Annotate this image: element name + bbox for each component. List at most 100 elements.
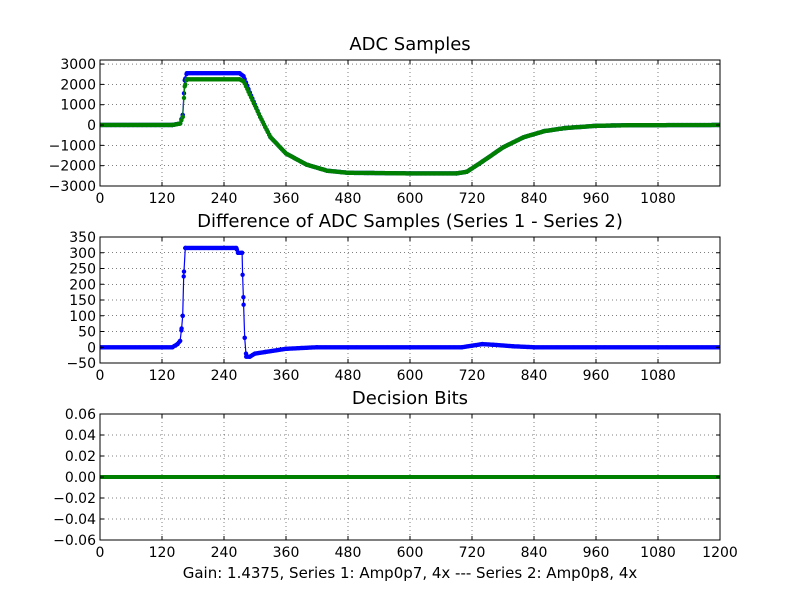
y-tick-label: 300 bbox=[69, 246, 96, 262]
data-point bbox=[247, 354, 252, 359]
y-tick-label: 0 bbox=[87, 340, 96, 356]
y-tick-label: 50 bbox=[78, 325, 96, 341]
data-point bbox=[521, 135, 526, 140]
data-point bbox=[464, 169, 469, 174]
x-tick-label: 120 bbox=[149, 545, 176, 561]
data-point bbox=[247, 92, 252, 97]
data-point bbox=[177, 121, 183, 126]
data-point bbox=[258, 114, 263, 120]
data-point bbox=[179, 118, 184, 123]
data-point bbox=[183, 245, 188, 251]
y-tick-label: 1000 bbox=[60, 98, 96, 114]
data-point bbox=[241, 74, 246, 79]
y-tick-label: −3000 bbox=[49, 179, 96, 195]
x-tick-label: 600 bbox=[397, 368, 424, 384]
x-tick-label: 1080 bbox=[640, 545, 676, 561]
x-tick-label: 240 bbox=[211, 545, 238, 561]
data-point bbox=[170, 345, 175, 350]
chart-3: Decision Bits 0 120 240 360 480 600 720 840 960 10… bbox=[53, 388, 738, 561]
y-tick-label: 0.04 bbox=[65, 428, 96, 444]
data-point bbox=[181, 95, 187, 101]
x-tick-label: 360 bbox=[273, 191, 300, 207]
data-point bbox=[239, 250, 245, 255]
data-point bbox=[511, 344, 516, 349]
figure-caption: Gain: 1.4375, Series 1: Amp0p7, 4x --- S… bbox=[183, 564, 638, 582]
y-tick-label: −0.04 bbox=[53, 512, 96, 528]
data-point bbox=[241, 295, 246, 300]
x-tick-label: 360 bbox=[273, 368, 300, 384]
x-tick-label: 720 bbox=[459, 545, 486, 561]
data-point bbox=[454, 171, 459, 176]
y-tick-label: −2000 bbox=[49, 159, 96, 175]
x-tick-label: 1080 bbox=[640, 191, 676, 207]
data-point bbox=[180, 313, 185, 318]
x-tick-label: 600 bbox=[397, 191, 424, 207]
x-tick-label: 1200 bbox=[702, 545, 738, 561]
x-tick-label: 0 bbox=[96, 191, 105, 207]
x-tick-label: 0 bbox=[96, 545, 105, 561]
y-tick-label: 0.06 bbox=[65, 407, 96, 423]
chart-1: ADC Samples 0 120 240 360 480 600 720 840 960 1080… bbox=[49, 34, 721, 207]
x-tick-label: 480 bbox=[335, 545, 362, 561]
data-point bbox=[263, 349, 268, 355]
y-tick-label: 3000 bbox=[60, 57, 96, 73]
chart-title: ADC Samples bbox=[349, 34, 470, 55]
x-tick-label: 600 bbox=[397, 545, 424, 561]
data-point bbox=[283, 151, 289, 156]
x-tick-label: 120 bbox=[149, 191, 176, 207]
y-tick-label: 2000 bbox=[60, 77, 96, 93]
x-tick-label: 1080 bbox=[640, 368, 676, 384]
y-tick-label: 200 bbox=[69, 277, 96, 293]
data-point bbox=[170, 122, 175, 128]
series-line-1 bbox=[100, 247, 720, 358]
y-tick-label: 350 bbox=[69, 230, 96, 246]
x-tick-label: 720 bbox=[459, 368, 486, 384]
data-point bbox=[407, 345, 413, 350]
data-point bbox=[177, 338, 183, 344]
x-tick-label: 960 bbox=[583, 545, 610, 561]
data-point bbox=[624, 123, 630, 128]
data-point bbox=[240, 272, 245, 277]
x-tick-label: 720 bbox=[459, 191, 486, 207]
data-point bbox=[244, 354, 249, 359]
y-tick-label: 150 bbox=[69, 293, 96, 309]
data-point bbox=[181, 269, 187, 274]
data-point bbox=[235, 250, 241, 255]
data-point bbox=[283, 346, 289, 351]
x-tick-label: 240 bbox=[211, 368, 238, 384]
data-point bbox=[237, 77, 242, 82]
y-tick-label: 0 bbox=[87, 118, 96, 134]
data-point bbox=[345, 170, 351, 175]
data-point bbox=[562, 125, 568, 131]
y-tick-label: −0.06 bbox=[53, 533, 96, 549]
data-point bbox=[304, 162, 309, 167]
data-point bbox=[500, 145, 506, 150]
y-tick-label: 250 bbox=[69, 262, 96, 278]
data-point bbox=[593, 123, 599, 128]
chart-title: Difference of ADC Samples (Series 1 - Se… bbox=[197, 211, 623, 232]
data-point bbox=[268, 135, 273, 140]
x-tick-label: 840 bbox=[521, 368, 548, 384]
x-tick-label: 840 bbox=[521, 191, 548, 207]
x-tick-label: 480 bbox=[335, 368, 362, 384]
data-point bbox=[179, 326, 184, 331]
data-point bbox=[234, 245, 239, 251]
x-tick-label: 960 bbox=[583, 191, 610, 207]
x-tick-label: 960 bbox=[583, 368, 610, 384]
y-tick-label: 100 bbox=[69, 309, 96, 325]
y-tick-label: 0.00 bbox=[65, 470, 96, 486]
x-tick-label: 840 bbox=[521, 545, 548, 561]
x-tick-label: 0 bbox=[96, 368, 105, 384]
series-markers-1 bbox=[100, 245, 720, 359]
plot-area bbox=[100, 245, 720, 359]
y-tick-label: −50 bbox=[66, 356, 96, 372]
series-markers-2 bbox=[100, 77, 720, 176]
data-point bbox=[181, 274, 186, 279]
data-point bbox=[480, 159, 485, 164]
y-tick-label: −1000 bbox=[49, 138, 96, 154]
data-point bbox=[184, 71, 189, 76]
plot-area bbox=[100, 71, 720, 176]
data-point bbox=[480, 341, 485, 347]
chart-title: Decision Bits bbox=[352, 388, 468, 409]
